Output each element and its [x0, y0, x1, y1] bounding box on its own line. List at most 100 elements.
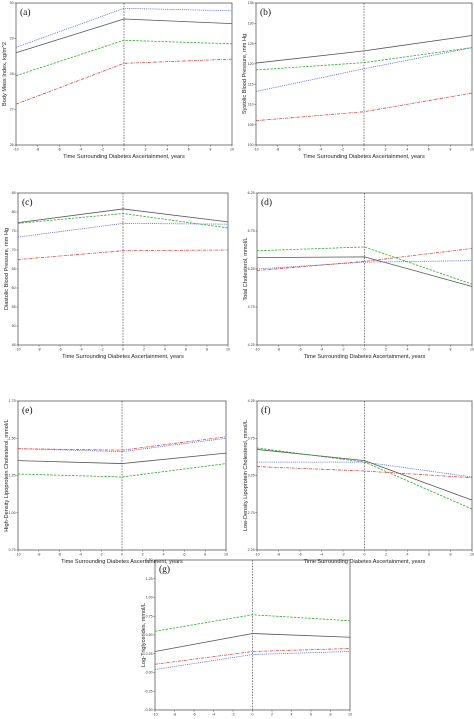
y-tick-label: 27 [10, 108, 14, 112]
y-tick-label: 0.25 [146, 652, 153, 656]
x-axis-title: Time Surrounding Diabetes Ascertainment,… [63, 154, 185, 160]
x-tick-label: -4 [212, 713, 215, 717]
series-line-1 [17, 452, 227, 464]
y-tick-label: 26 [10, 143, 14, 147]
x-tick-label: -10 [152, 713, 157, 717]
series-line-1 [256, 256, 473, 287]
x-tick-label: 8 [330, 713, 332, 717]
y-tick-label: 0.50 [146, 633, 153, 637]
y-tick-label: 6.25 [248, 191, 255, 195]
x-tick-label: -6 [298, 553, 301, 557]
x-tick-label: 6 [428, 553, 430, 557]
y-axis-title: Low-Density Lipoprotein Cholesterol, mmo… [243, 420, 249, 531]
x-tick-label: 6 [428, 348, 430, 352]
x-tick-label: -6 [58, 148, 61, 152]
y-tick-label: 65 [12, 267, 16, 271]
x-tick-label: -8 [277, 348, 280, 352]
y-axis-title: Systolic Blood Pressure, mm Hg [242, 34, 248, 114]
series-line-4 [17, 249, 229, 260]
x-tick-label: -6 [58, 348, 61, 352]
x-tick-label: 10 [470, 553, 474, 557]
series-line-4 [256, 466, 473, 479]
y-axis-title: Total Cholesterol, mmol/L [243, 237, 249, 300]
x-tick-label: 10 [470, 348, 474, 352]
x-tick-label: -6 [58, 553, 61, 557]
y-tick-label: 110 [248, 103, 254, 107]
x-tick-label: 8 [204, 553, 206, 557]
y-tick-label: 1.75 [9, 399, 16, 403]
x-tick-label: 6 [428, 148, 430, 152]
series-line-1 [256, 449, 473, 501]
x-tick-label: 4 [407, 553, 409, 557]
x-tick-label: -4 [79, 148, 82, 152]
y-tick-label: 1.50 [146, 558, 153, 562]
x-tick-label: 10 [224, 553, 228, 557]
y-tick-label: 1.00 [9, 511, 16, 515]
y-axis-title: Body Mass Index, kg/m^2 [2, 42, 8, 106]
x-tick-label: 8 [206, 348, 208, 352]
y-tick-label: 0.75 [146, 614, 153, 618]
y-tick-label: 5.25 [248, 267, 255, 271]
x-tick-label: 2 [143, 348, 145, 352]
chart-panel-1: -10 -8 -6 -4 -2 0 2 4 6 8 10 26 27 28 29 30 (a) Time Surr… [2, 1, 234, 160]
x-tick-label: 10 [348, 713, 352, 717]
y-tick-label: 0.00 [146, 671, 153, 675]
x-tick-label: -10 [15, 348, 20, 352]
x-tick-label: -6 [298, 348, 301, 352]
series-line-1 [17, 208, 229, 224]
chart-panel-2: -10 -8 -6 -4 -2 0 2 4 6 8 10 100 105 110 115 120 125 130 1… [242, 1, 474, 160]
x-tick-label: -2 [341, 348, 344, 352]
x-tick-label: -8 [37, 348, 40, 352]
y-axis-title: High-Density Lipoprotein Cholesterol, mm… [4, 419, 10, 532]
y-tick-label: 0.75 [9, 548, 16, 552]
x-tick-label: -4 [320, 348, 323, 352]
y-tick-label: 28 [10, 72, 14, 76]
y-tick-label: 60 [12, 286, 16, 290]
panel-label: (f) [261, 405, 271, 416]
x-tick-label: 6 [188, 148, 190, 152]
x-tick-label: 0 [122, 348, 124, 352]
series-line-3 [154, 614, 351, 632]
chart-panel-7: -10 -8 -6 -4 -2 0 2 4 6 8 10 -0.50 -0.25 0.00 0.25 0.50… [141, 558, 352, 717]
x-tick-label: 0 [121, 553, 123, 557]
panel-label: (g) [159, 564, 170, 575]
x-tick-label: -10 [254, 348, 259, 352]
y-tick-label: 125 [248, 42, 254, 46]
x-tick-label: 8 [449, 148, 451, 152]
panel-label: (e) [22, 405, 33, 416]
series-line-3 [256, 447, 473, 510]
x-tick-label: -2 [341, 553, 344, 557]
chart-panel-6: -10 -8 -6 -4 -2 0 2 4 6 8 10 2.25 2.75 3.25 3.75 4.25 (f… [243, 399, 474, 565]
x-tick-label: -10 [15, 553, 20, 557]
series-line-3 [17, 463, 227, 478]
panel-label: (d) [261, 197, 272, 208]
x-tick-label: 2 [385, 148, 387, 152]
x-tick-label: 0 [123, 148, 125, 152]
series-line-4 [255, 92, 473, 122]
series-line-3 [255, 47, 473, 71]
x-tick-label: 6 [183, 553, 185, 557]
x-tick-label: -8 [173, 713, 176, 717]
y-tick-label: 3.75 [248, 436, 255, 440]
y-tick-label: 1.50 [9, 436, 16, 440]
panel-label: (c) [22, 197, 33, 208]
x-tick-label: 8 [209, 148, 211, 152]
y-tick-label: 4.25 [248, 399, 255, 403]
x-tick-label: -6 [298, 148, 301, 152]
x-tick-label: -2 [101, 148, 104, 152]
x-tick-label: -4 [320, 553, 323, 557]
x-tick-label: 8 [450, 553, 452, 557]
y-tick-label: 1.00 [146, 596, 153, 600]
y-tick-label: 135 [248, 1, 254, 5]
x-tick-label: 0 [364, 348, 366, 352]
chart-panel-3: -10 -8 -6 -4 -2 0 2 4 6 8 10 45 50 55 60 65 70 75 80 85 (c) T… [4, 191, 230, 360]
series-line-3 [17, 213, 229, 229]
y-tick-label: 2.75 [248, 511, 255, 515]
x-tick-label: 10 [226, 348, 230, 352]
x-tick-label: 10 [230, 148, 234, 152]
x-tick-label: 0 [364, 553, 366, 557]
x-tick-label: 0 [252, 713, 254, 717]
x-tick-label: 4 [407, 348, 409, 352]
series-line-1 [255, 35, 473, 64]
